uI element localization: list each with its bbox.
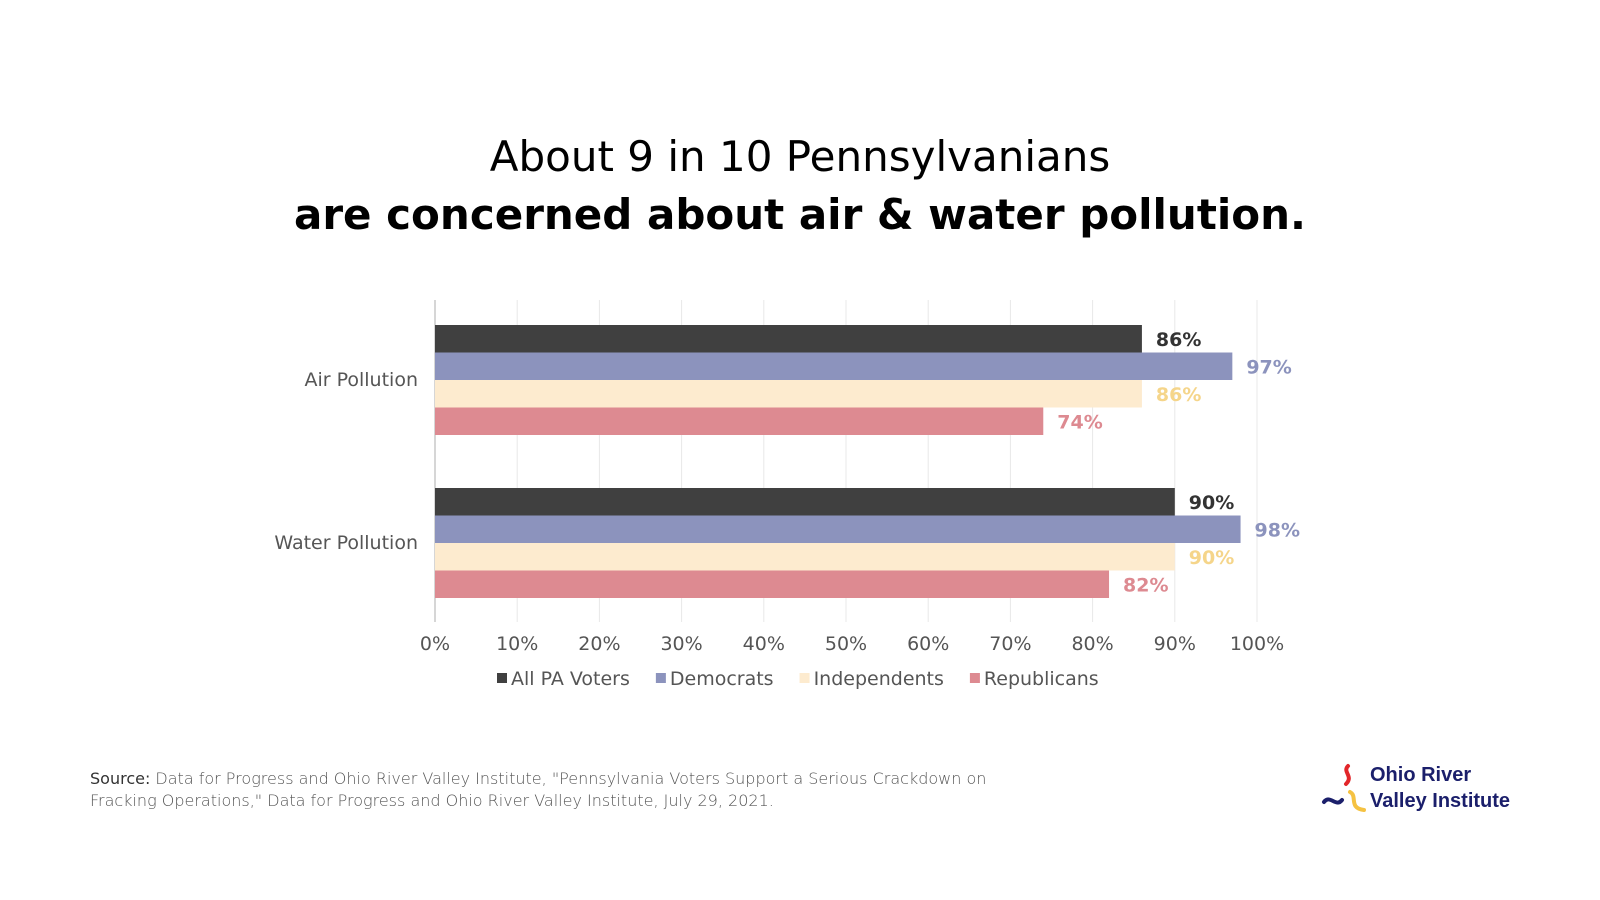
data-label: 86%	[1156, 384, 1201, 406]
source-text: Data for Progress and Ohio River Valley …	[90, 769, 987, 810]
bar	[435, 380, 1142, 408]
y-category-label: Water Pollution	[274, 532, 418, 554]
bar	[435, 325, 1142, 353]
bar	[435, 515, 1241, 543]
title-line-1: About 9 in 10 Pennsylvanians	[489, 132, 1111, 181]
data-label: 97%	[1246, 356, 1291, 378]
y-category-label: Air Pollution	[304, 369, 418, 391]
x-tick-label: 20%	[578, 633, 620, 655]
legend-swatch	[799, 673, 810, 683]
chart-title: About 9 in 10 Pennsylvanians are concern…	[0, 128, 1600, 244]
data-label: 86%	[1156, 329, 1201, 351]
x-tick-label: 30%	[660, 633, 702, 655]
data-label: 74%	[1057, 411, 1102, 433]
legend-swatch	[497, 673, 507, 683]
legend-swatch	[655, 673, 666, 683]
legend-label: All PA Voters	[511, 668, 630, 690]
data-label: 98%	[1255, 519, 1300, 541]
bar	[435, 488, 1175, 516]
logo-line-1: Ohio River	[1370, 764, 1472, 786]
x-tick-label: 70%	[989, 633, 1031, 655]
data-label: 82%	[1123, 574, 1168, 596]
river-mark-icon	[1322, 764, 1366, 812]
x-tick-label: 40%	[743, 633, 785, 655]
bar	[435, 407, 1044, 435]
logo-line-2: Valley Institute	[1370, 790, 1511, 812]
x-tick-label: 50%	[825, 633, 867, 655]
title-line-2: are concerned about air & water pollutio…	[294, 190, 1306, 239]
source-note: Source: Data for Progress and Ohio River…	[90, 768, 990, 812]
bar	[435, 543, 1175, 571]
data-label: 90%	[1189, 547, 1234, 569]
x-tick-label: 60%	[907, 633, 949, 655]
legend-label: Democrats	[670, 668, 774, 690]
legend-label: Republicans	[984, 668, 1099, 690]
ohio-river-valley-institute-logo: Ohio River Valley Institute	[1320, 762, 1540, 822]
bar-chart: 0% 10% 20% 30% 40% 50% 60% 70% 80% 90% 100% Air Pol…	[274, 300, 1300, 690]
bar	[435, 570, 1110, 598]
x-tick-label: 100%	[1230, 633, 1284, 655]
bar	[435, 352, 1233, 380]
legend-swatch	[969, 673, 980, 683]
x-tick-label: 80%	[1071, 633, 1113, 655]
x-tick-label: 90%	[1154, 633, 1196, 655]
data-label: 90%	[1189, 492, 1234, 514]
x-tick-label: 10%	[496, 633, 538, 655]
x-tick-label: 0%	[420, 633, 450, 655]
source-label: Source:	[90, 769, 151, 788]
legend-label: Independents	[814, 668, 944, 690]
